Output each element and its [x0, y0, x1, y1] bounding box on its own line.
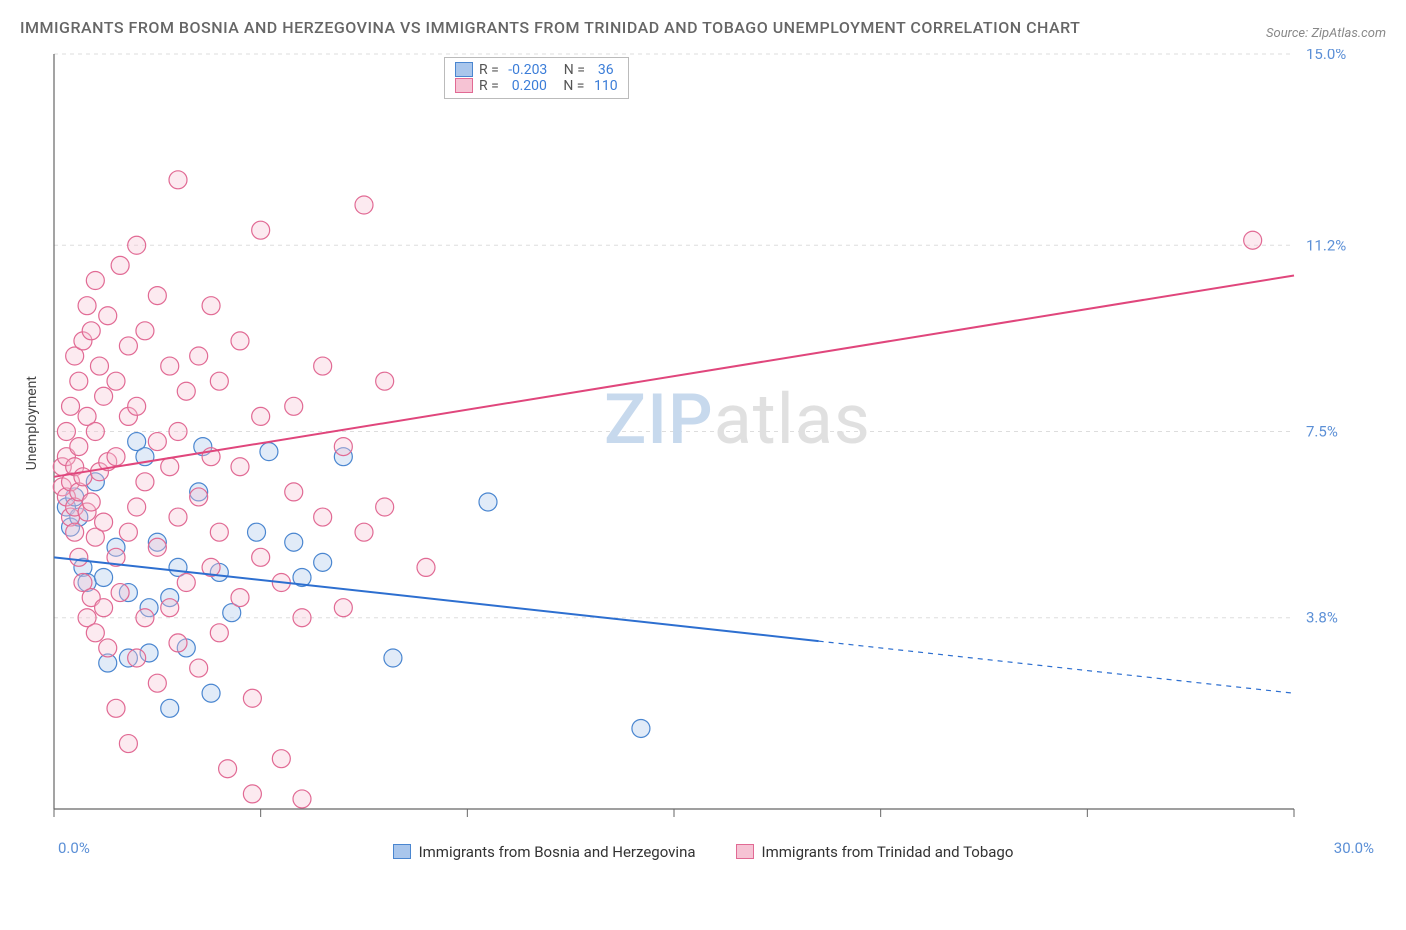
legend-swatch: [455, 62, 473, 77]
series-legend-label: Immigrants from Bosnia and Herzegovina: [419, 843, 696, 861]
legend-swatch: [393, 844, 411, 859]
svg-text:11.2%: 11.2%: [1306, 236, 1346, 254]
series-legend: 0.0% Immigrants from Bosnia and Herzegov…: [20, 839, 1386, 861]
correlation-legend: R = -0.203 N = 36R = 0.200 N = 110: [444, 57, 629, 99]
plot-area: ZIPatlas 3.8%7.5%11.2%15.0% R = -0.203 N…: [44, 49, 1386, 839]
chart-container: Unemployment ZIPatlas 3.8%7.5%11.2%15.0%…: [20, 49, 1386, 839]
x-min-label: 0.0%: [58, 839, 90, 857]
chart-header: IMMIGRANTS FROM BOSNIA AND HERZEGOVINA V…: [20, 15, 1386, 41]
y-axis-label: Unemployment: [20, 376, 44, 470]
x-max-label: 30.0%: [1334, 839, 1374, 857]
chart-svg: 3.8% 7.5% 11.2% 15.0%: [44, 49, 1364, 839]
legend-items: Immigrants from Bosnia and Herzegovina Im…: [393, 843, 1014, 861]
svg-text:15.0%: 15.0%: [1306, 49, 1346, 63]
legend-swatch: [736, 844, 754, 859]
series-legend-item: Immigrants from Trinidad and Tobago: [736, 843, 1014, 861]
svg-text:7.5%: 7.5%: [1306, 422, 1338, 440]
svg-text:3.8%: 3.8%: [1306, 608, 1338, 626]
chart-title: IMMIGRANTS FROM BOSNIA AND HERZEGOVINA V…: [20, 15, 1080, 41]
series-legend-item: Immigrants from Bosnia and Herzegovina: [393, 843, 696, 861]
legend-row: R = -0.203 N = 36: [455, 62, 618, 78]
legend-row: R = 0.200 N = 110: [455, 78, 618, 94]
series-legend-label: Immigrants from Trinidad and Tobago: [762, 843, 1014, 861]
legend-swatch: [455, 78, 473, 93]
source-citation: Source: ZipAtlas.com: [1266, 26, 1386, 41]
